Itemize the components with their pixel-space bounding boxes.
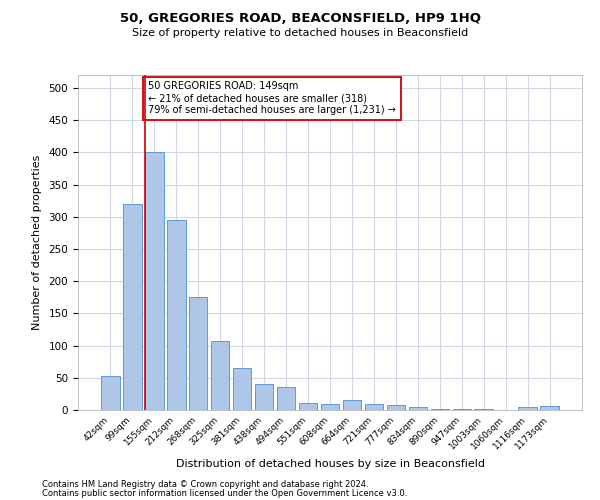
Bar <box>541 406 559 410</box>
Bar <box>409 407 427 410</box>
Bar <box>211 341 229 410</box>
Bar <box>343 400 361 410</box>
Text: Contains public sector information licensed under the Open Government Licence v3: Contains public sector information licen… <box>42 488 407 498</box>
Text: 50 GREGORIES ROAD: 149sqm
← 21% of detached houses are smaller (318)
79% of semi: 50 GREGORIES ROAD: 149sqm ← 21% of detac… <box>148 82 396 114</box>
Bar <box>386 406 405 410</box>
Bar <box>518 407 537 410</box>
Text: Size of property relative to detached houses in Beaconsfield: Size of property relative to detached ho… <box>132 28 468 38</box>
Bar <box>167 220 185 410</box>
Bar <box>123 204 142 410</box>
Bar <box>299 403 317 410</box>
X-axis label: Distribution of detached houses by size in Beaconsfield: Distribution of detached houses by size … <box>176 460 485 469</box>
Bar <box>365 404 383 410</box>
Bar <box>233 368 251 410</box>
Bar <box>145 152 164 410</box>
Text: Contains HM Land Registry data © Crown copyright and database right 2024.: Contains HM Land Registry data © Crown c… <box>42 480 368 489</box>
Bar <box>101 376 119 410</box>
Y-axis label: Number of detached properties: Number of detached properties <box>32 155 41 330</box>
Text: 50, GREGORIES ROAD, BEACONSFIELD, HP9 1HQ: 50, GREGORIES ROAD, BEACONSFIELD, HP9 1H… <box>119 12 481 26</box>
Bar <box>255 384 274 410</box>
Bar <box>277 387 295 410</box>
Bar <box>189 298 208 410</box>
Bar <box>320 404 340 410</box>
Bar <box>431 408 449 410</box>
